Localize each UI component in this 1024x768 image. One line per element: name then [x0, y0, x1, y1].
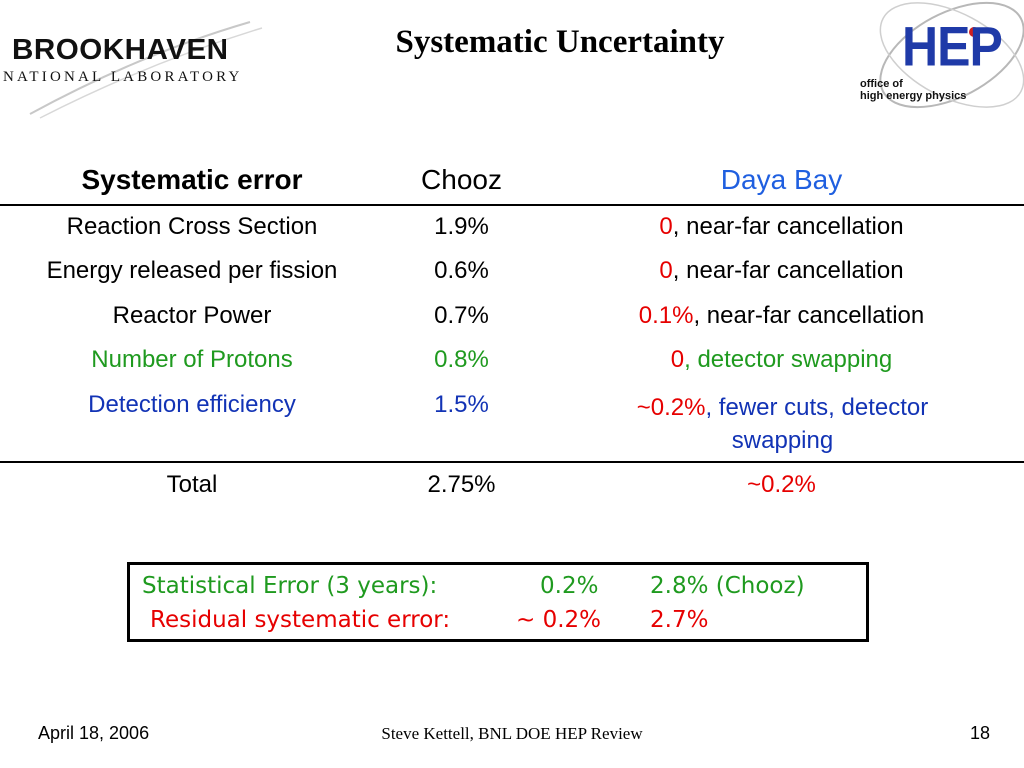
column-header-daya-bay: Daya Bay	[720, 164, 843, 195]
total-daya-bay-value: ~0.2%	[747, 471, 816, 498]
row-name: Number of Protons	[91, 346, 293, 373]
hep-dot-icon	[969, 27, 979, 37]
daya-bay-note: , near-far cancellation	[693, 302, 925, 329]
brookhaven-logo: BROOKHAVEN NATIONAL LABORATORY	[0, 14, 285, 119]
total-label: Total	[166, 471, 218, 498]
daya-bay-note: , near-far cancellation	[672, 257, 904, 284]
residual-systematic-daya-bay: ~ 0.2%	[516, 607, 602, 633]
residual-systematic-chooz: 2.7%	[650, 607, 709, 633]
slide-title: Systematic Uncertainty	[395, 24, 725, 60]
row-name: Energy released per fission	[46, 257, 338, 284]
hep-office-text: office of high energy physics	[860, 78, 966, 102]
column-header-systematic-error: Systematic error	[81, 164, 303, 195]
statistical-error-chooz: 2.8% (Chooz)	[650, 573, 805, 599]
daya-bay-number: 0	[659, 213, 673, 240]
hep-orbit-icon	[879, 1, 1024, 109]
row-chooz-value: 1.5%	[434, 391, 489, 418]
hep-office-line1: office of	[860, 78, 903, 90]
row-chooz-value: 0.6%	[434, 257, 489, 284]
daya-bay-number: 0	[659, 257, 673, 284]
summary-box: Statistical Error (3 years): 0.2% 2.8% (…	[127, 562, 869, 642]
residual-systematic-label: Residual systematic error:	[150, 607, 451, 633]
daya-bay-note: , fewer cuts, detector swapping	[705, 394, 929, 454]
row-daya-bay-value: 0, near-far cancellation	[539, 257, 1024, 285]
row-name: Reactor Power	[112, 302, 272, 329]
daya-bay-number: 0	[670, 346, 685, 373]
logo-subtitle: NATIONAL LABORATORY	[3, 69, 243, 85]
row-name: Reaction Cross Section	[66, 213, 318, 240]
column-header-chooz: Chooz	[421, 164, 502, 195]
footer-date: April 18, 2006	[38, 723, 150, 743]
total-chooz-value: 2.75%	[427, 471, 496, 498]
row-chooz-value: 1.9%	[434, 213, 489, 240]
logo-wordmark: BROOKHAVEN	[12, 34, 229, 66]
daya-bay-note: , detector swapping	[684, 346, 893, 373]
hep-office-line2: high energy physics	[860, 90, 967, 102]
daya-bay-note: , near-far cancellation	[672, 213, 904, 240]
daya-bay-number: ~0.2%	[636, 394, 706, 421]
statistical-error-daya-bay: 0.2%	[540, 573, 599, 599]
page-number: 18	[969, 723, 990, 743]
footer-presenter: Steve Kettell, BNL DOE HEP Review	[381, 724, 643, 743]
total-divider	[0, 461, 1024, 463]
row-daya-bay-value: 0.1%, near-far cancellation	[539, 302, 1024, 330]
hep-logo: HEP office of high energy physics	[852, 0, 1024, 112]
daya-bay-number: 0.1%	[638, 302, 694, 329]
header-divider	[0, 204, 1024, 206]
row-name: Detection efficiency	[88, 391, 296, 418]
row-daya-bay-value: 0, detector swapping	[539, 346, 1024, 374]
statistical-error-label: Statistical Error (3 years):	[142, 573, 438, 599]
row-chooz-value: 0.8%	[434, 346, 489, 373]
logo-swoosh-icon	[29, 21, 263, 119]
row-chooz-value: 0.7%	[434, 302, 489, 329]
row-daya-bay-value: 0, near-far cancellation	[539, 213, 1024, 241]
hep-wordmark: HEP	[902, 15, 1003, 78]
row-daya-bay-value: ~0.2%, fewer cuts, detector swapping	[595, 391, 970, 457]
